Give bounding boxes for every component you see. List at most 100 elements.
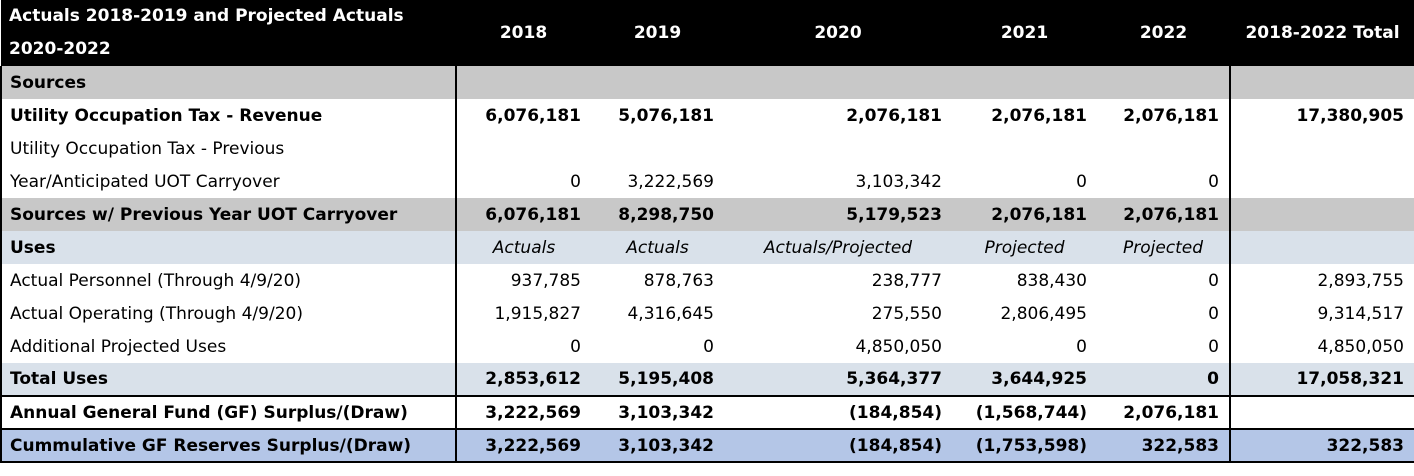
table-row: Actual Personnel (Through 4/9/20) 937,78… (0, 264, 1414, 297)
table-row: Actual Operating (Through 4/9/20) 1,915,… (0, 297, 1414, 330)
header-row: Actuals 2018-2019 and Projected Actuals … (1, 0, 1414, 66)
row-label: Additional Projected Uses (0, 330, 457, 363)
cell-value: 0 (1076, 336, 1087, 357)
year-header: 2020 (724, 0, 952, 66)
cell-value: 5,076,181 (618, 105, 714, 126)
table-row: Utility Occupation Tax - Previous (0, 132, 1414, 165)
cell-total: 2,893,755 (1230, 264, 1414, 297)
year-header: 2022 (1097, 0, 1230, 66)
cell-value: 0 (1076, 171, 1087, 192)
cell-value: 2,076,181 (1097, 396, 1231, 430)
cell-value: 2,076,181 (952, 198, 1097, 231)
cell-status: Projected (1097, 231, 1231, 264)
cell-value: 2,806,495 (1000, 303, 1087, 324)
cell-total: 17,380,905 (1230, 99, 1414, 132)
table-row: Year/Anticipated UOT Carryover 0 3,222,5… (0, 165, 1414, 198)
cell-total (1230, 396, 1414, 430)
cell-value: 8,298,750 (591, 198, 724, 231)
cell-value: 5,364,377 (724, 363, 952, 397)
cell-value: (184,854) (724, 396, 952, 430)
cell-value: 0 (570, 336, 581, 357)
cell-total: 322,583 (1230, 429, 1414, 463)
cell-value: 0 (1097, 297, 1231, 330)
cell-value: 838,430 (1016, 270, 1087, 291)
year-header: 2019 (591, 0, 724, 66)
cell-value: 2,853,612 (456, 363, 591, 397)
empty-cell (456, 66, 1231, 99)
cell-value: 2,076,181 (991, 105, 1087, 126)
cell-total (1230, 165, 1414, 198)
cell-value: 4,850,050 (855, 336, 942, 357)
budget-table: Actuals 2018-2019 and Projected Actuals … (0, 0, 1414, 463)
cell-value: 0 (1097, 330, 1231, 363)
table-row: Sources w/ Previous Year UOT Carryover 6… (0, 198, 1414, 231)
row-label: Utility Occupation Tax - Revenue (0, 99, 457, 132)
cell-value: 3,222,569 (627, 171, 714, 192)
year-header: 2018 (456, 0, 591, 66)
cell-value: 1,915,827 (494, 303, 581, 324)
empty-cell (952, 132, 1097, 165)
cell-value: 3,222,569 (456, 429, 591, 463)
cell-value: 0 (703, 336, 714, 357)
cell-status: Actuals (591, 231, 724, 264)
cell-value: 2,076,181 (1097, 99, 1231, 132)
cell-value: 3,103,342 (591, 396, 724, 430)
cell-value: 6,076,181 (485, 105, 581, 126)
cell-value: 2,076,181 (846, 105, 942, 126)
empty-cell (1097, 132, 1231, 165)
table-row: Sources (0, 66, 1414, 99)
table-row: Additional Projected Uses 0 0 4,850,050 … (0, 330, 1414, 363)
cell-value: 937,785 (510, 270, 581, 291)
cell-value: 0 (1097, 264, 1231, 297)
section-label-uses: Uses (0, 231, 457, 264)
cell-status: Projected (952, 231, 1097, 264)
row-label: Actual Personnel (Through 4/9/20) (0, 264, 457, 297)
table-row: Cummulative GF Reserves Surplus/(Draw) 3… (0, 429, 1414, 463)
empty-cell (456, 132, 591, 165)
total-header: 2018-2022 Total (1230, 0, 1414, 66)
cell-total: 17,058,321 (1230, 363, 1414, 397)
row-label: Utility Occupation Tax - Previous (0, 132, 457, 165)
empty-cell (1230, 231, 1414, 264)
empty-cell (591, 132, 724, 165)
row-label: Sources w/ Previous Year UOT Carryover (0, 198, 457, 231)
table-title: Actuals 2018-2019 and Projected Actuals … (1, 0, 456, 66)
cell-value: 3,103,342 (591, 429, 724, 463)
cell-value: 275,550 (871, 303, 942, 324)
cell-value: 238,777 (871, 270, 942, 291)
year-header: 2021 (952, 0, 1097, 66)
table-row: Utility Occupation Tax - Revenue 6,076,1… (0, 99, 1414, 132)
empty-cell (724, 132, 952, 165)
cell-value: (1,753,598) (952, 429, 1097, 463)
table-row: Uses Actuals Actuals Actuals/Projected P… (0, 231, 1414, 264)
cell-value: 6,076,181 (456, 198, 591, 231)
table-row: Annual General Fund (GF) Surplus/(Draw) … (0, 396, 1414, 430)
empty-cell (1230, 66, 1414, 99)
row-label: Annual General Fund (GF) Surplus/(Draw) (0, 396, 457, 430)
cell-total: 4,850,050 (1230, 330, 1414, 363)
cell-status: Actuals (456, 231, 591, 264)
cell-value: 5,179,523 (724, 198, 952, 231)
cell-value: 0 (1097, 165, 1231, 198)
cell-value: 5,195,408 (591, 363, 724, 397)
row-label: Actual Operating (Through 4/9/20) (0, 297, 457, 330)
cell-value: (1,568,744) (952, 396, 1097, 430)
cell-value: 322,583 (1097, 429, 1231, 463)
cell-value: 3,222,569 (456, 396, 591, 430)
cell-value: 0 (1097, 363, 1231, 397)
cell-value: (184,854) (724, 429, 952, 463)
cell-value: 3,103,342 (855, 171, 942, 192)
empty-cell (1230, 132, 1414, 165)
cell-value: 2,076,181 (1097, 198, 1231, 231)
row-label-continued: Year/Anticipated UOT Carryover (0, 165, 457, 198)
cell-value: 4,316,645 (627, 303, 714, 324)
cell-value: 878,763 (643, 270, 714, 291)
cell-status: Actuals/Projected (724, 231, 952, 264)
row-label: Total Uses (0, 363, 457, 397)
cell-total (1230, 198, 1414, 231)
table-row: Total Uses 2,853,612 5,195,408 5,364,377… (0, 363, 1414, 397)
cell-value: 0 (570, 171, 581, 192)
section-label-sources: Sources (0, 66, 457, 99)
cell-value: 3,644,925 (952, 363, 1097, 397)
row-label: Cummulative GF Reserves Surplus/(Draw) (0, 429, 457, 463)
